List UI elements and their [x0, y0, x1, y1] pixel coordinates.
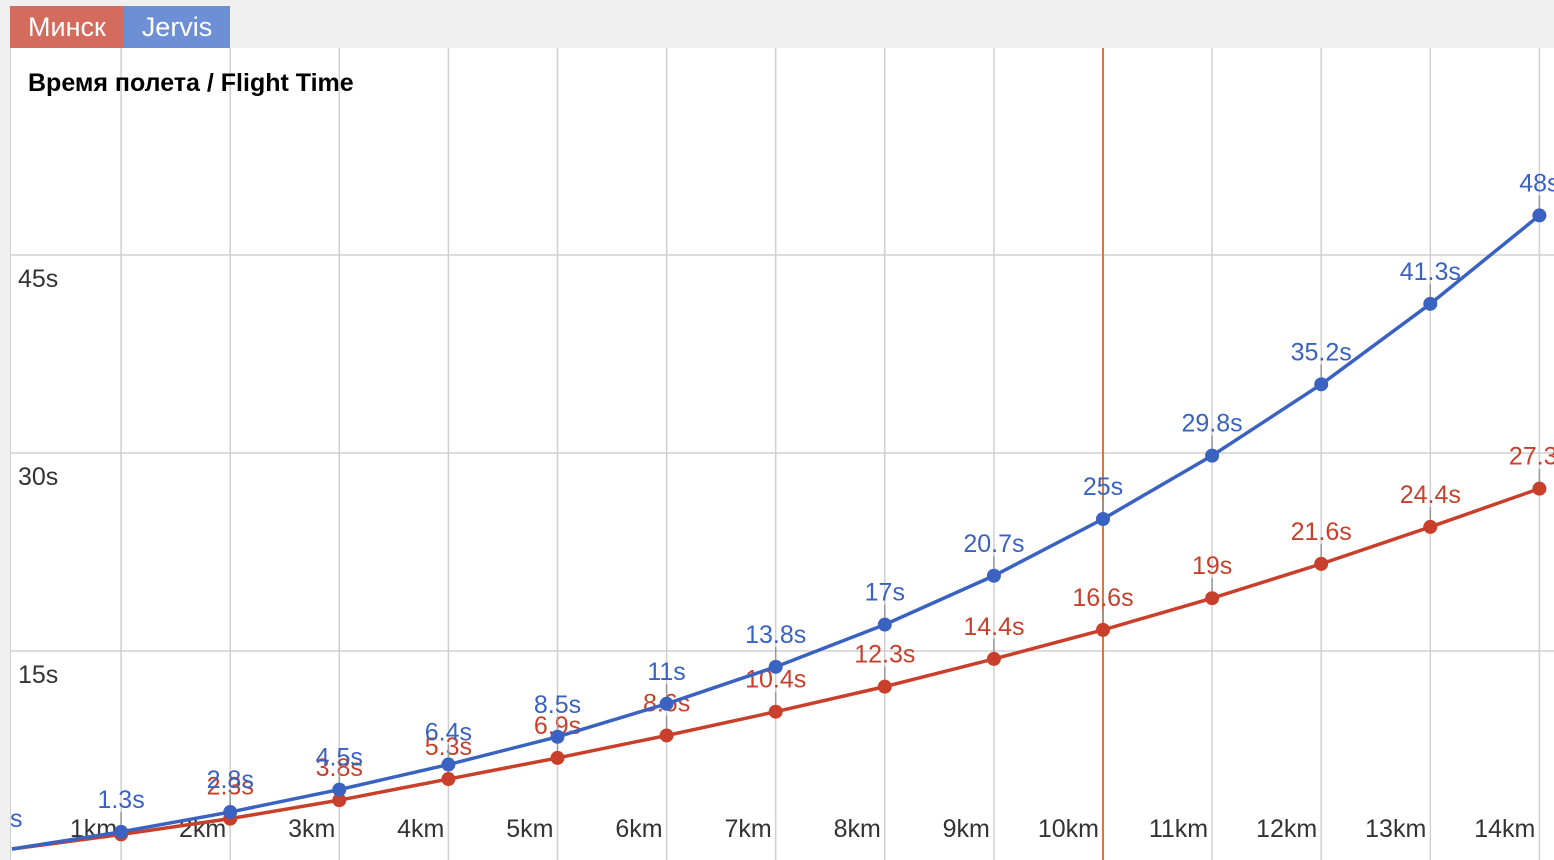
- y-tick-label: 15s: [18, 661, 58, 689]
- data-label: 25s: [1083, 473, 1123, 501]
- data-label: s: [10, 805, 23, 833]
- data-label: 24.4s: [1400, 481, 1461, 509]
- data-point: [441, 757, 456, 772]
- y-tick-label: 30s: [18, 463, 58, 491]
- x-tick-label: 4km: [397, 815, 444, 843]
- data-point: [1096, 512, 1110, 526]
- data-label: 2.8s: [207, 766, 254, 794]
- data-label: 6.4s: [425, 719, 472, 747]
- x-tick-label: 6km: [615, 815, 662, 843]
- series-layer: 2.3s3.8s5.3s6.9s8.6s10.4s12.3s14.4s16.6s…: [10, 169, 1554, 851]
- data-label: 20.7s: [963, 530, 1024, 558]
- data-point: [550, 729, 565, 744]
- data-point: [986, 568, 1001, 583]
- data-point: [1205, 591, 1220, 606]
- data-point: [768, 704, 783, 719]
- data-point: [768, 659, 783, 674]
- data-point: [1423, 519, 1438, 534]
- data-label: 13.8s: [745, 621, 806, 649]
- data-label: 48s: [1519, 169, 1554, 197]
- x-tick-label: 14km: [1474, 815, 1535, 843]
- data-label: 14.4s: [963, 613, 1024, 641]
- data-label: 12.3s: [854, 641, 915, 669]
- chart-title: Время полета / Flight Time: [28, 69, 354, 97]
- series-tabs: Минск Jervis: [10, 6, 231, 48]
- data-label: 16.6s: [1072, 584, 1133, 612]
- y-tick-label: 45s: [18, 265, 58, 293]
- data-label: 29.8s: [1182, 410, 1243, 438]
- chart-area: 15s 30s 45s 1km 2km 3km 4km 5km 6km 7km 8km 9km 10k…: [10, 48, 1554, 860]
- data-point: [1423, 296, 1438, 311]
- data-label: 8.5s: [534, 691, 581, 719]
- x-tick-label: 5km: [506, 815, 553, 843]
- data-point: [1314, 377, 1329, 392]
- data-label: 41.3s: [1400, 258, 1461, 286]
- data-point: [223, 805, 238, 820]
- x-tick-label: 11km: [1149, 815, 1208, 843]
- data-label: 17s: [865, 579, 905, 607]
- series-minsk: 2.3s3.8s5.3s6.9s8.6s10.4s12.3s14.4s16.6s…: [11, 443, 1554, 851]
- data-label: 19s: [1192, 552, 1232, 580]
- data-label: 1.3s: [97, 786, 144, 814]
- x-tick-label: 10km: [1038, 815, 1099, 843]
- data-point: [332, 782, 347, 797]
- data-point: [332, 793, 347, 808]
- series-jervis: 1.3s 2.8s 4.5s 6.4s 8.5s 11s 13.8s 17s 20.7s 25s 2…: [10, 169, 1554, 851]
- x-tick-label: 13km: [1365, 815, 1426, 843]
- data-point: [1205, 448, 1220, 463]
- x-tick-label: 8km: [834, 815, 881, 843]
- data-point: [1314, 556, 1329, 571]
- data-label: 35.2s: [1291, 338, 1352, 366]
- y-axis-labels: 15s 30s 45s: [18, 265, 58, 689]
- data-point: [114, 824, 129, 839]
- data-label: 11s: [647, 658, 685, 686]
- data-point: [877, 679, 892, 694]
- data-point: [1096, 622, 1110, 637]
- x-tick-label: 3km: [288, 815, 335, 843]
- grid: [10, 48, 1554, 860]
- tab-jervis[interactable]: Jervis: [123, 6, 231, 48]
- data-point: [877, 617, 892, 632]
- x-tick-label: 12km: [1256, 815, 1317, 843]
- tab-minsk[interactable]: Минск: [10, 6, 124, 48]
- x-tick-label: 7km: [724, 815, 771, 843]
- data-label: 21.6s: [1291, 518, 1352, 546]
- data-point: [986, 651, 1001, 666]
- x-axis-labels: 1km 2km 3km 4km 5km 6km 7km 8km 9km 10km 11km 12km 1…: [70, 815, 1536, 843]
- data-point: [550, 750, 565, 765]
- data-point: [659, 728, 674, 743]
- data-point: [659, 696, 674, 711]
- x-tick-label: 9km: [943, 815, 990, 843]
- data-point: [1532, 208, 1547, 223]
- data-point: [1532, 481, 1547, 496]
- data-label: 4.5s: [316, 744, 363, 772]
- data-label: 27.3s: [1509, 443, 1554, 471]
- data-point: [441, 772, 456, 787]
